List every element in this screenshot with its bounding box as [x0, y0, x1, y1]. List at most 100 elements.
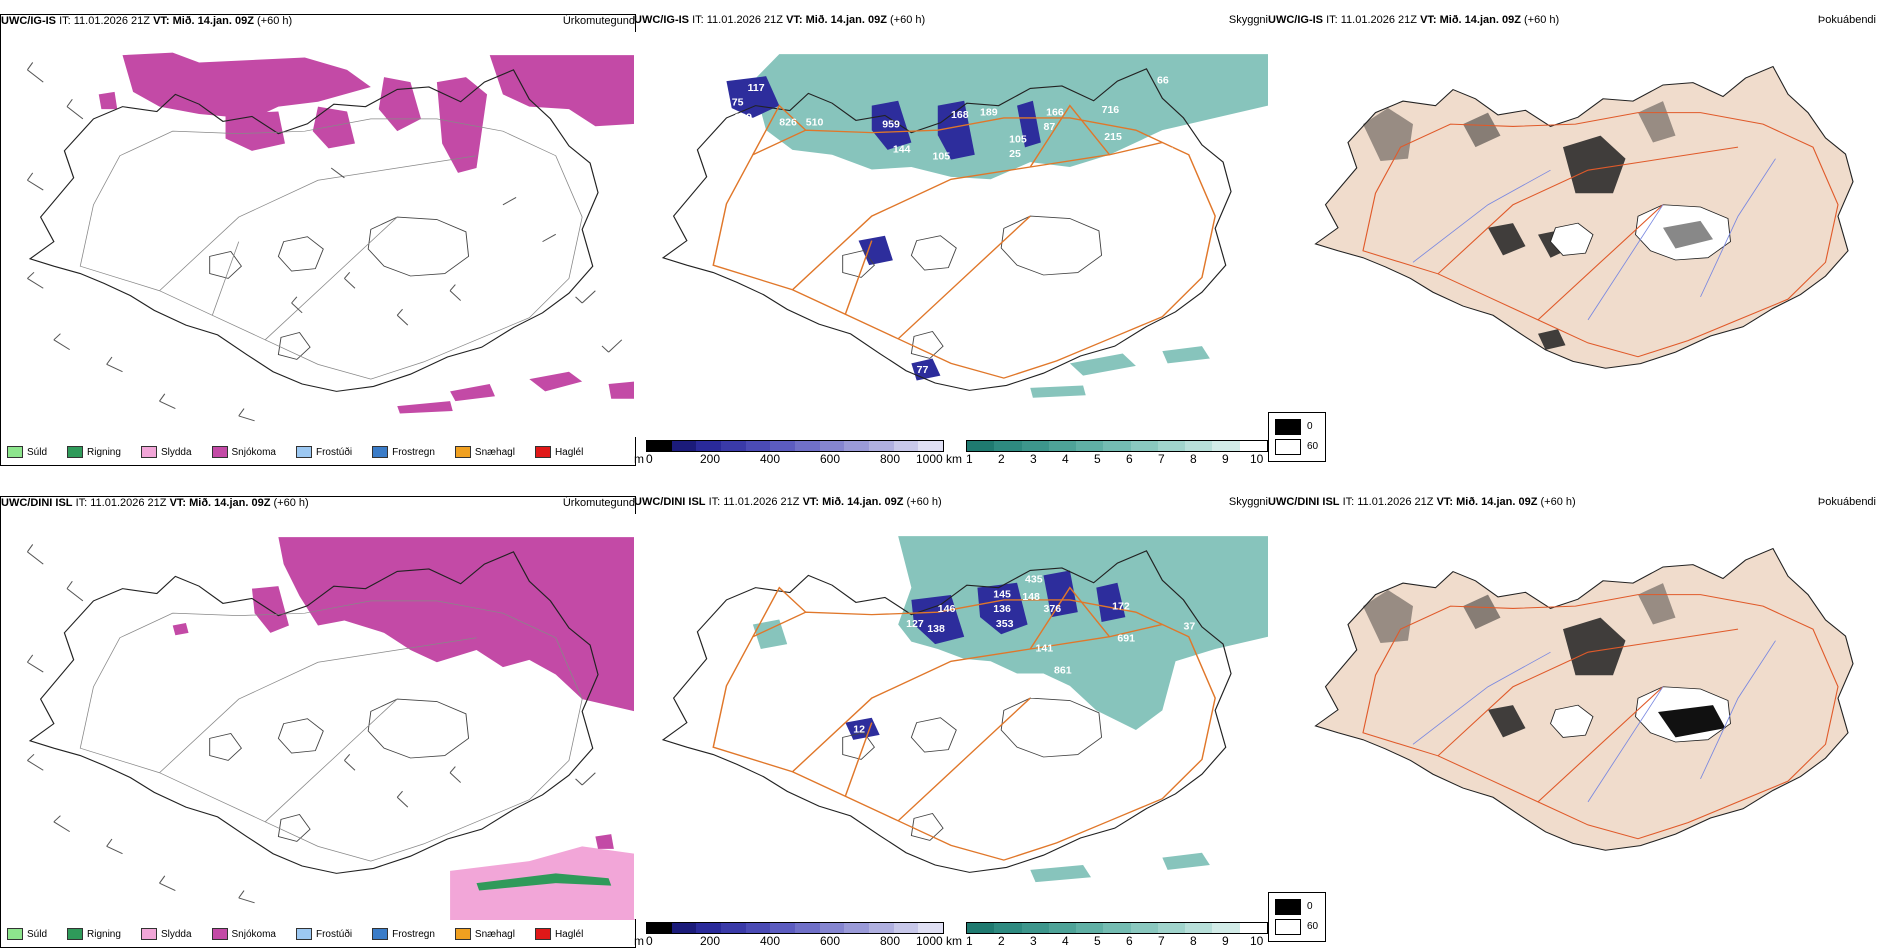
colorbar-swatch	[967, 441, 995, 451]
colorbar-swatch	[844, 923, 870, 933]
colorbar-swatch	[647, 923, 672, 933]
legend-item: Slydda	[140, 928, 192, 940]
legend-item: Snjókoma	[211, 928, 276, 940]
snow-label: 145	[993, 590, 1011, 601]
colorbar-swatch	[1239, 923, 1267, 933]
snow-label: 144	[893, 145, 911, 156]
colorbar-swatch	[819, 441, 845, 451]
colorbar-swatch	[770, 923, 796, 933]
snow-label: 12	[853, 725, 865, 736]
panel-header: UWC/IG-IS IT: 11.01.2026 21Z VT: Mið. 14…	[1, 15, 293, 27]
snow-label: 109	[734, 113, 752, 124]
colorbar-swatch	[1212, 441, 1240, 451]
fog-panel-top: UWC/IG-IS IT: 11.01.2026 21Z VT: Mið. 14…	[1268, 14, 1900, 404]
snow-label: 12	[745, 130, 757, 141]
legend-item: Rigning	[67, 446, 121, 458]
colorbar-swatch	[1157, 441, 1186, 451]
colorbar-swatch	[1103, 923, 1131, 933]
colorbar-swatch	[1185, 923, 1213, 933]
snow-label: 435	[1025, 575, 1043, 586]
legend-item: Haglél	[534, 446, 583, 458]
colorbar-swatch	[1076, 923, 1104, 933]
visibility-map: 117 75 109 12 826 510 959 144 105 189 16…	[634, 32, 1268, 437]
snow-labels: 117 75 109 12 826 510 959 144 105 189 16…	[732, 76, 1175, 376]
snow-label: 66	[1157, 76, 1169, 87]
snow-label: 138	[927, 624, 945, 635]
colorbar-swatch	[893, 923, 919, 933]
panel-title: Þokuábendi	[1817, 496, 1876, 508]
colorbar-swatch	[1103, 441, 1131, 451]
colorbar-swatch	[671, 441, 697, 451]
snow-label: 148	[1022, 592, 1040, 603]
visibility-map: 435 148 145 376 136 146 127 138 353 172 …	[634, 514, 1268, 919]
visibility-colorbar: km 1 2 3 4 5 6 7 8 9 10	[946, 440, 1268, 466]
colorbar-swatch	[696, 441, 722, 451]
precip-map	[1, 33, 635, 438]
snow-label: 37	[1183, 622, 1195, 633]
legend-item: Frostúði	[295, 446, 352, 458]
panel-title: Úrkomutegund	[562, 497, 635, 509]
colorbar-swatch	[671, 923, 697, 933]
snow-label: 716	[1102, 105, 1120, 116]
snow-label: 77	[917, 365, 929, 376]
legend-item: Snæhagl	[454, 928, 515, 940]
panel-header: UWC/IG-IS IT: 11.01.2026 21Z VT: Mið. 14…	[1268, 14, 1560, 26]
colorbar-swatch	[721, 923, 746, 933]
colorbar-swatch	[1048, 923, 1077, 933]
legend-item: Rigning	[67, 928, 121, 940]
visibility-panel-top: UWC/IG-IS IT: 11.01.2026 21Z VT: Mið. 14…	[634, 14, 1268, 466]
colorbar-swatch	[869, 441, 894, 451]
panel-header: UWC/DINI ISL IT: 11.01.2026 21Z VT: Mið.…	[1, 497, 309, 509]
panel-header: UWC/IG-IS IT: 11.01.2026 21Z VT: Mið. 14…	[634, 14, 926, 26]
snow-label: 826	[779, 118, 797, 129]
snow-label: 691	[1117, 634, 1135, 645]
panel-title: Úrkomutegund	[562, 15, 635, 27]
snow-label: 376	[1043, 604, 1061, 615]
colorbar-swatch	[893, 441, 919, 451]
snow-colorbar: m 0 200 400 600 800 1000	[634, 440, 944, 466]
colorbar-swatch	[1185, 441, 1213, 451]
precip-panel-bottom: UWC/DINI ISL IT: 11.01.2026 21Z VT: Mið.…	[0, 496, 636, 948]
snow-label: 87	[1043, 122, 1055, 133]
legend-item: Frostúði	[295, 928, 352, 940]
legend-item: Súld	[7, 928, 47, 940]
colorbar-swatch	[918, 441, 944, 451]
legend-item: Slydda	[140, 446, 192, 458]
snow-label: 861	[1054, 666, 1072, 677]
colorbar-swatch	[795, 923, 820, 933]
colorbar-swatch	[1212, 923, 1240, 933]
colorbar-swatch	[770, 441, 796, 451]
panel-title: Skyggni	[1228, 496, 1268, 508]
colorbar-swatch	[869, 923, 894, 933]
snow-label: 25	[1009, 149, 1021, 160]
snow-label: 75	[732, 98, 744, 109]
colorbar-swatch	[795, 441, 820, 451]
colorbar-swatch	[1239, 441, 1267, 451]
colorbar-swatch	[967, 923, 995, 933]
legend-item: Súld	[7, 446, 47, 458]
fog-map	[1314, 65, 1854, 369]
colorbar-swatch	[1157, 923, 1186, 933]
colorbar-swatch	[1021, 923, 1049, 933]
legend-item: Frostregn	[372, 928, 435, 940]
snow-label: 189	[980, 108, 998, 119]
legend-item: Snæhagl	[454, 446, 515, 458]
fog-panel-bottom: UWC/DINI ISL IT: 11.01.2026 21Z VT: Mið.…	[1268, 496, 1900, 886]
precip-legend: Súld Rigning Slydda Snjókoma Frostúði Fr…	[1, 921, 635, 947]
colorbar-swatch	[696, 923, 722, 933]
snow-label: 381	[1157, 147, 1175, 158]
legend-item: Frostregn	[372, 446, 435, 458]
fog-map	[1314, 547, 1854, 851]
colorbar-swatch	[994, 923, 1022, 933]
colorbar-swatch	[918, 923, 944, 933]
legend-item: Snjókoma	[211, 446, 276, 458]
visibility-panel-bottom: UWC/DINI ISL IT: 11.01.2026 21Z VT: Mið.…	[634, 496, 1268, 948]
colorbar-swatch	[721, 441, 746, 451]
snow-label: 166	[1046, 108, 1064, 119]
precip-panel-top: UWC/IG-IS IT: 11.01.2026 21Z VT: Mið. 14…	[0, 14, 636, 466]
snow-label: 105	[933, 152, 951, 163]
snow-label: 959	[882, 120, 900, 131]
snow-label: 168	[951, 110, 969, 121]
panel-title: Þokuábendi	[1817, 14, 1876, 26]
panel-title: Skyggni	[1228, 14, 1268, 26]
